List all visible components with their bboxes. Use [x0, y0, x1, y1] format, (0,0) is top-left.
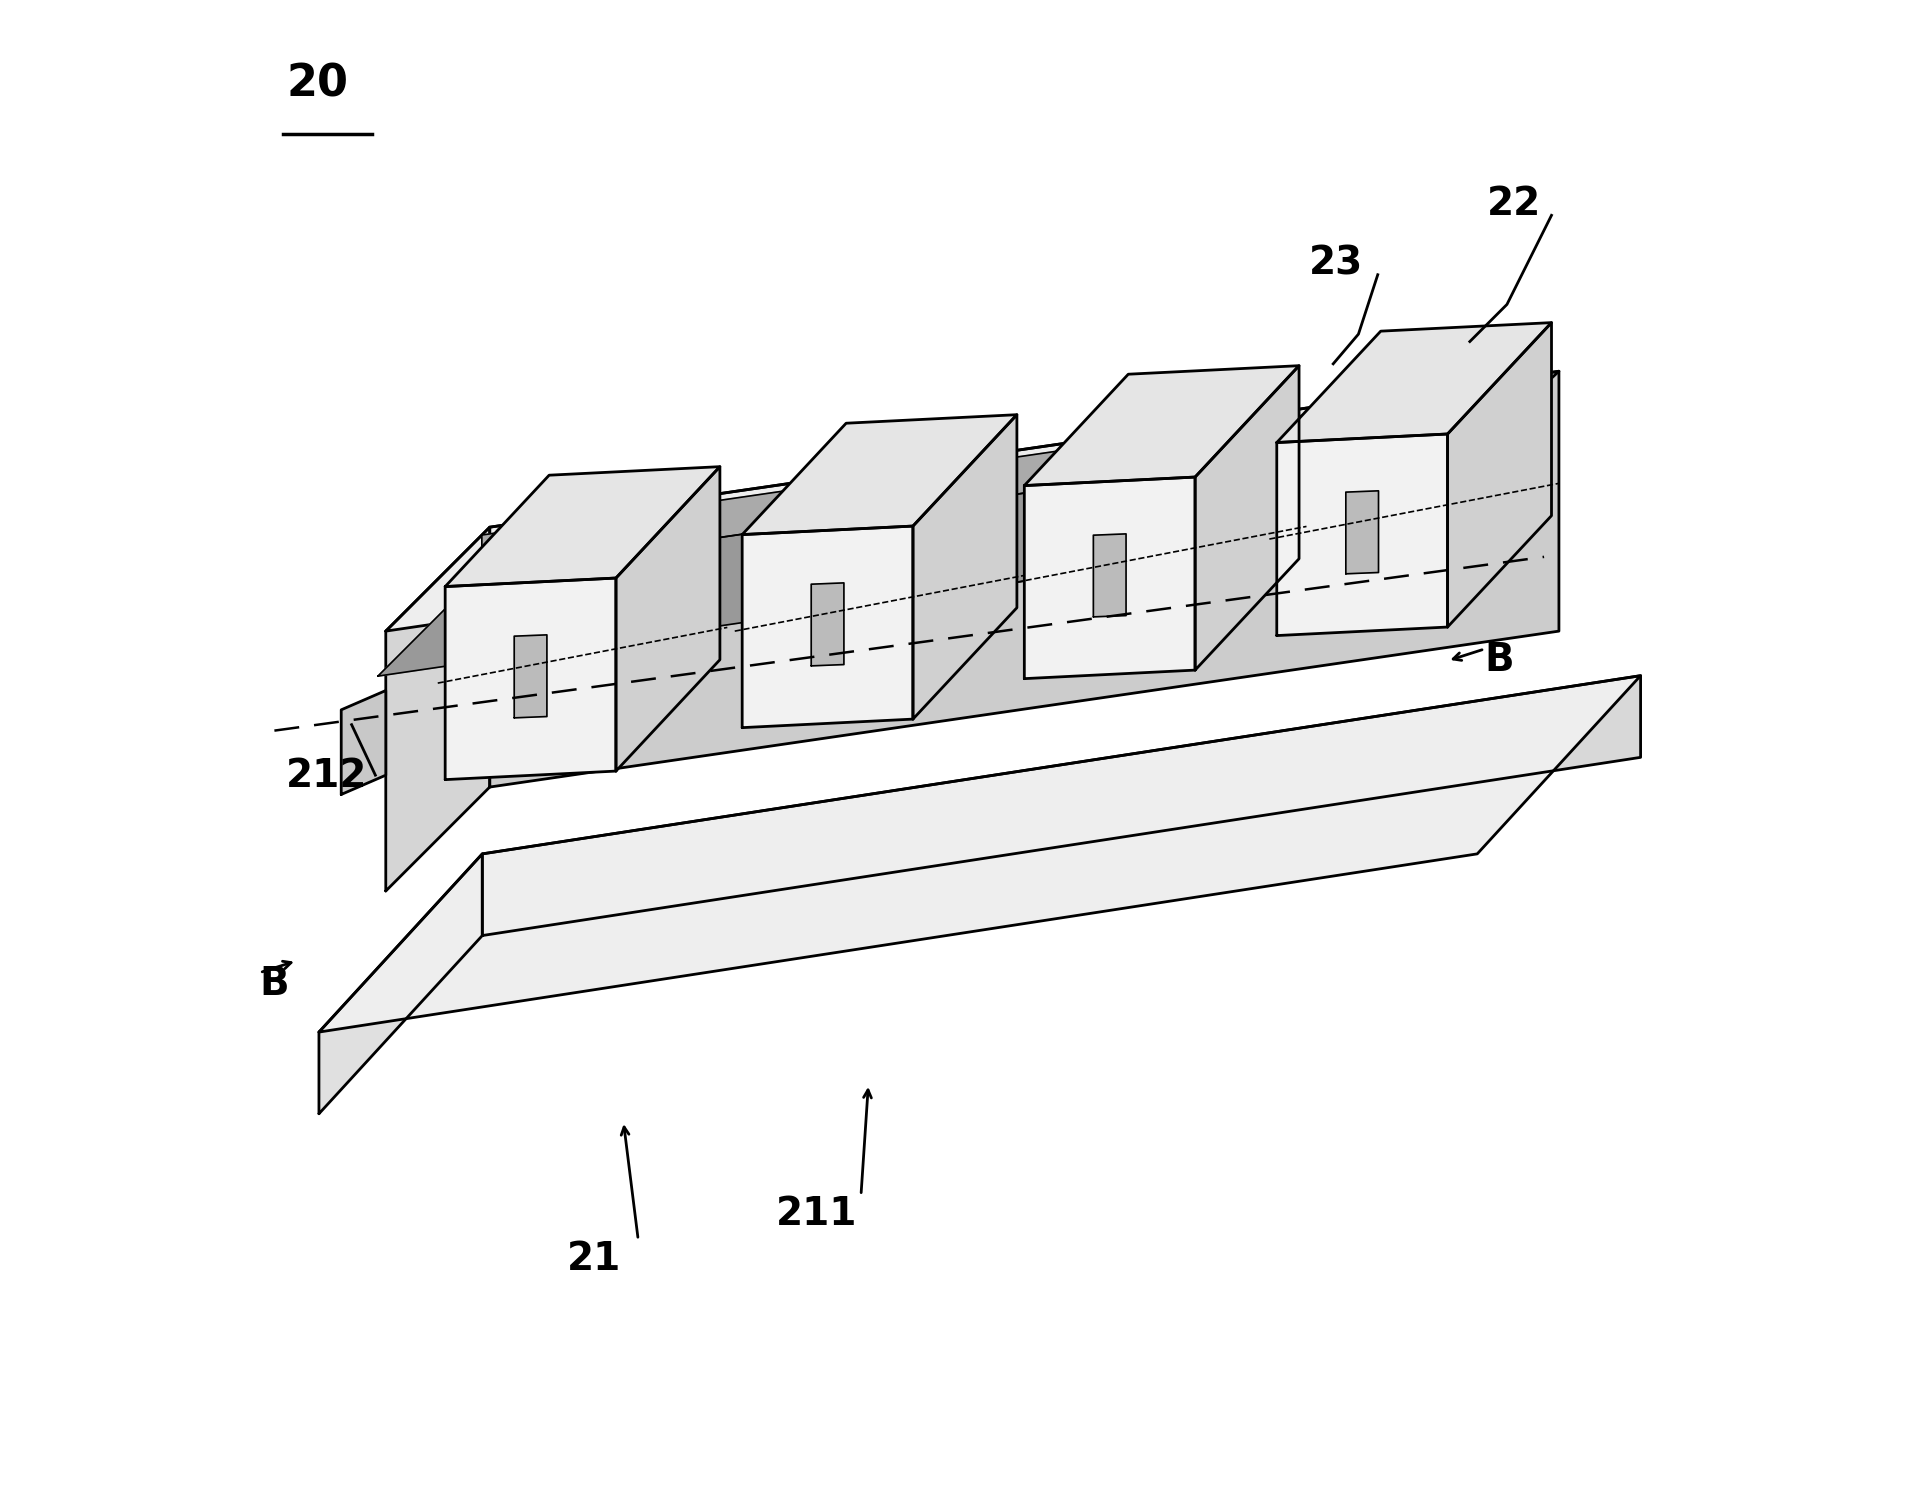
Polygon shape	[1093, 535, 1125, 616]
Text: 22: 22	[1487, 186, 1541, 223]
Polygon shape	[482, 379, 1550, 572]
Polygon shape	[377, 416, 1550, 676]
Polygon shape	[1194, 365, 1298, 670]
Polygon shape	[482, 676, 1640, 936]
Polygon shape	[743, 414, 1016, 535]
Text: 20: 20	[285, 62, 348, 105]
Polygon shape	[444, 466, 720, 587]
Polygon shape	[616, 466, 720, 771]
Polygon shape	[1277, 322, 1550, 443]
Polygon shape	[812, 584, 844, 665]
Text: 23: 23	[1309, 245, 1363, 282]
Polygon shape	[320, 676, 1640, 1032]
Polygon shape	[743, 526, 913, 728]
Polygon shape	[515, 636, 547, 717]
Polygon shape	[913, 414, 1016, 719]
Polygon shape	[1024, 365, 1298, 486]
Polygon shape	[1024, 477, 1194, 679]
Polygon shape	[385, 527, 490, 891]
Polygon shape	[341, 691, 385, 794]
Text: 211: 211	[775, 1195, 857, 1233]
Polygon shape	[385, 371, 1558, 631]
Polygon shape	[1277, 434, 1447, 636]
Polygon shape	[490, 371, 1558, 787]
Text: B: B	[1483, 642, 1514, 679]
Polygon shape	[1447, 322, 1550, 627]
Polygon shape	[320, 854, 482, 1114]
Polygon shape	[444, 578, 616, 780]
Text: B: B	[260, 965, 289, 1002]
Text: 212: 212	[285, 757, 367, 794]
Polygon shape	[1346, 492, 1378, 573]
Text: 21: 21	[567, 1240, 620, 1277]
